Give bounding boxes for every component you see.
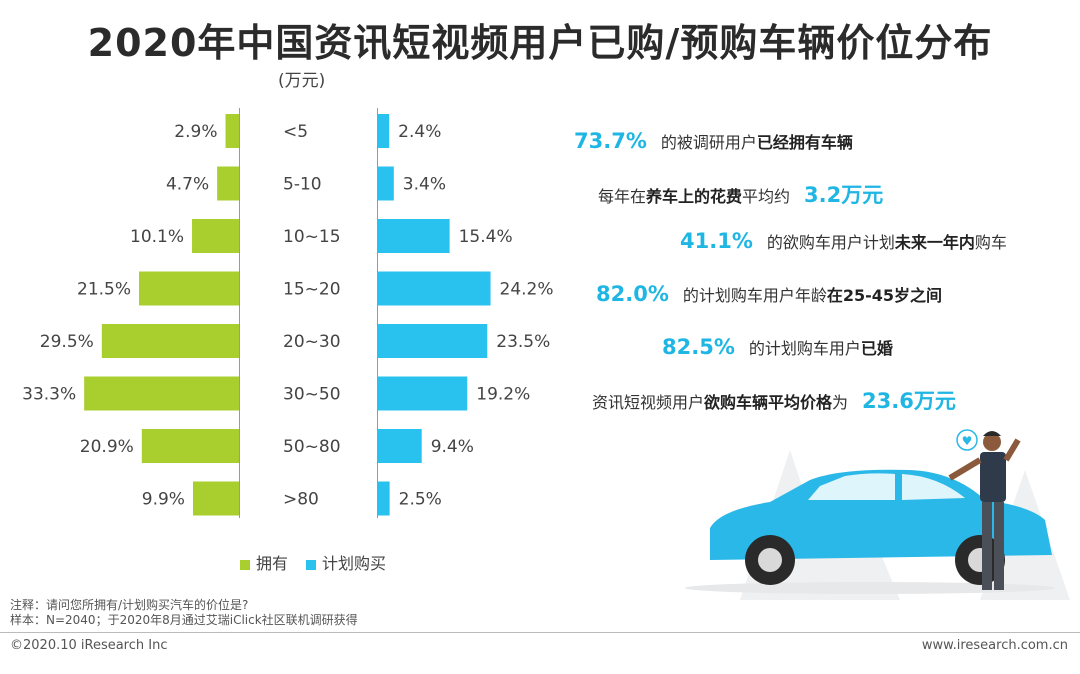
planned-bar bbox=[378, 481, 390, 516]
planned-data-label: 3.4% bbox=[403, 175, 446, 195]
category-tick-label: 50~80 bbox=[283, 437, 341, 457]
owned-data-label: 2.9% bbox=[174, 122, 217, 142]
stat-maintenance: 每年在养车上的花费平均约 3.2万元 bbox=[598, 183, 884, 207]
planned-data-label: 2.5% bbox=[399, 490, 442, 510]
category-tick-label: 5-10 bbox=[283, 175, 322, 195]
stat-married: 82.5% 的计划购车用户已婚 bbox=[662, 335, 893, 359]
stat-plan-year: 41.1% 的欲购车用户计划未来一年内购车 bbox=[680, 229, 1007, 253]
planned-bar bbox=[378, 271, 491, 306]
planned-bar bbox=[378, 376, 468, 411]
planned-data-label: 2.4% bbox=[398, 122, 441, 142]
category-tick-label: 20~30 bbox=[283, 332, 341, 352]
unit-label: (万元) bbox=[278, 71, 326, 91]
owned-bar bbox=[192, 481, 239, 516]
stat-avg-price: 资讯短视频用户欲购车辆平均价格为 23.6万元 bbox=[592, 389, 956, 413]
owned-data-label: 21.5% bbox=[77, 280, 131, 300]
notes: 注释：请问您所拥有/计划购买汽车的价位是? 样本：N=2040；于2020年8月… bbox=[10, 598, 358, 628]
planned-data-label: 9.4% bbox=[431, 437, 474, 457]
planned-bar bbox=[378, 166, 394, 201]
footer-website: www.iresearch.com.cn bbox=[921, 638, 1068, 653]
category-tick-label: >80 bbox=[283, 490, 319, 510]
owned-data-label: 4.7% bbox=[166, 175, 209, 195]
legend: 拥有 计划购买 bbox=[240, 550, 386, 574]
category-tick-label: 10~15 bbox=[283, 227, 341, 247]
owned-bar bbox=[192, 219, 239, 253]
owned-bar bbox=[141, 429, 239, 463]
planned-bar bbox=[378, 219, 450, 253]
note-sample: 样本：N=2040；于2020年8月通过艾瑞iClick社区联机调研获得 bbox=[10, 613, 358, 627]
legend-owned: 拥有 bbox=[240, 550, 288, 574]
planned-data-label: 24.2% bbox=[500, 280, 554, 300]
planned-bar bbox=[378, 429, 422, 463]
category-tick-label: 15~20 bbox=[283, 280, 341, 300]
owned-data-label: 9.9% bbox=[142, 490, 185, 510]
planned-data-label: 19.2% bbox=[476, 385, 530, 405]
owned-bar bbox=[225, 114, 239, 148]
owned-data-label: 29.5% bbox=[40, 332, 94, 352]
note-question: 注释：请问您所拥有/计划购买汽车的价位是? bbox=[10, 598, 249, 612]
stat-owned: 73.7% 的被调研用户已经拥有车辆 bbox=[574, 129, 853, 153]
footer-divider bbox=[0, 632, 1080, 633]
planned-data-label: 23.5% bbox=[496, 332, 550, 352]
car-illustration: ♥ bbox=[685, 429, 1070, 600]
category-tick-label: 30~50 bbox=[283, 385, 341, 405]
planned-bar bbox=[378, 324, 488, 358]
owned-data-label: 10.1% bbox=[130, 227, 184, 247]
svg-text:♥: ♥ bbox=[962, 434, 973, 448]
footer-copyright: ©2020.10 iResearch Inc bbox=[10, 638, 168, 653]
owned-data-label: 20.9% bbox=[80, 437, 134, 457]
owned-bar bbox=[217, 166, 239, 201]
owned-bar bbox=[139, 271, 239, 306]
bar-chart: 2.9% 2.4% <5 4.7% 3.4% 5-10 10.1% 15.4% 10~15 21.… bbox=[22, 108, 554, 518]
page-title: 2020年中国资讯短视频用户已购/预购车辆价位分布 bbox=[87, 21, 993, 65]
owned-bar bbox=[101, 324, 239, 358]
category-tick-label: <5 bbox=[283, 122, 308, 142]
owned-bar bbox=[84, 376, 239, 411]
owned-data-label: 33.3% bbox=[22, 385, 76, 405]
person-icon bbox=[948, 431, 1021, 590]
car-icon bbox=[710, 469, 1052, 585]
heart-bubble-icon: ♥ bbox=[956, 429, 978, 451]
legend-planned: 计划购买 bbox=[306, 550, 386, 574]
stat-age: 82.0% 的计划购车用户年龄在25-45岁之间 bbox=[596, 282, 943, 306]
planned-bar bbox=[378, 114, 390, 148]
planned-data-label: 15.4% bbox=[459, 227, 513, 247]
